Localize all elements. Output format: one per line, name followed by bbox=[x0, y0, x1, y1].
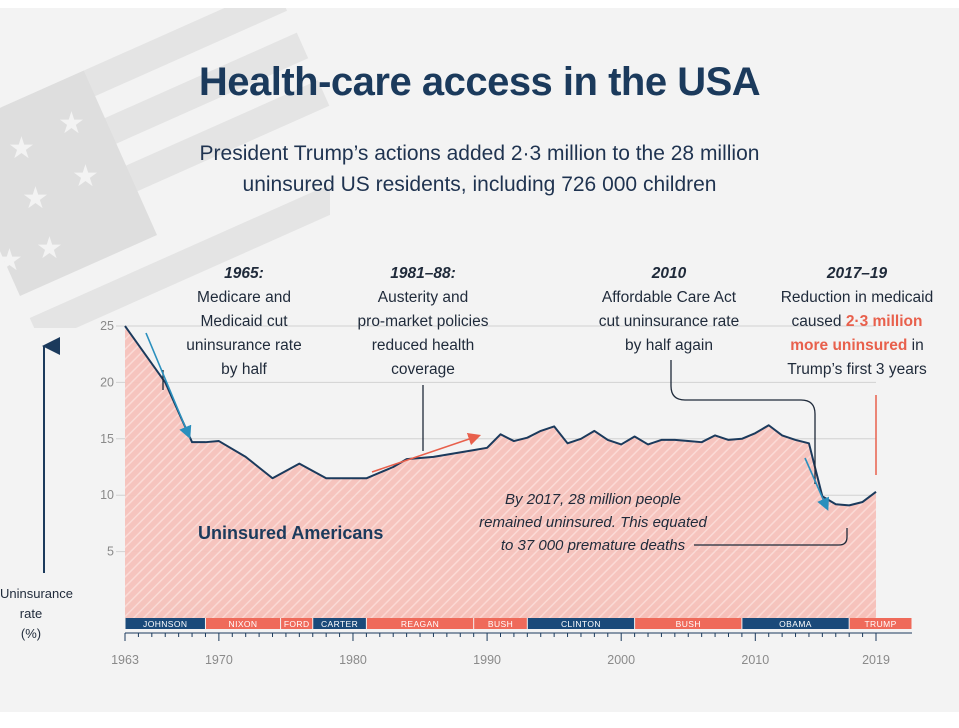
annotation-1981-line: pro-market policies bbox=[357, 313, 489, 330]
infographic: ★ ★ ★ ★ ★ ★ Health-care access in the USA P… bbox=[0, 8, 959, 712]
svg-text:★: ★ bbox=[8, 131, 35, 166]
annotation-2017-line-4: Trump’s first 3 years bbox=[787, 361, 927, 378]
y-axis-label: Uninsurance rate (%) bbox=[0, 584, 73, 644]
arrow-2010-teal bbox=[804, 457, 829, 511]
annotation-2010: 2010 Affordable Care Act cut uninsurance… bbox=[583, 262, 755, 358]
y-tick-label: 25 bbox=[100, 319, 114, 333]
annotation-1981-line: Austerity and bbox=[377, 289, 469, 306]
y-tick-label: 10 bbox=[100, 488, 114, 502]
annotation-1981-line: reduced health bbox=[371, 337, 475, 354]
premature-deaths-note: By 2017, 28 million people remained unin… bbox=[468, 488, 718, 557]
annotation-2010-line: Affordable Care Act bbox=[601, 289, 737, 306]
annotation-1965: 1965: Medicare and Medicaid cut uninsura… bbox=[170, 262, 318, 382]
area-label: Uninsured Americans bbox=[198, 523, 384, 543]
y-axis-label-line: Uninsurance bbox=[0, 586, 73, 601]
president-label: CARTER bbox=[321, 619, 358, 629]
annotation-2017-highlight-2: more uninsured bbox=[790, 337, 908, 354]
flag-watermark: ★ ★ ★ ★ ★ ★ bbox=[0, 8, 330, 328]
leader-2010 bbox=[670, 360, 816, 484]
annotation-2010-line: cut uninsurance rate bbox=[598, 313, 740, 330]
president-label: REAGAN bbox=[401, 619, 439, 629]
x-tick-label: 2000 bbox=[607, 653, 635, 667]
president-bar bbox=[281, 618, 313, 629]
svg-text:★: ★ bbox=[58, 106, 85, 141]
uninsurance-chart: JOHNSON NIXON FORD CARTER REAGAN BUSH CLINTON B… bbox=[42, 319, 912, 667]
annotation-2017-line-1: Reduction in medicaid bbox=[780, 289, 934, 306]
y-tick-label: 5 bbox=[107, 545, 114, 559]
svg-text:★: ★ bbox=[36, 231, 63, 266]
x-tick-label: 2019 bbox=[862, 653, 890, 667]
y-axis-label-line: (%) bbox=[20, 626, 42, 641]
president-label: BUSH bbox=[488, 619, 513, 629]
annotation-1965-line: Medicare and bbox=[197, 289, 291, 306]
x-tick-label: 1970 bbox=[205, 653, 233, 667]
president-bar bbox=[125, 618, 205, 629]
annotation-2017-line-3: more uninsured in bbox=[768, 334, 946, 358]
annotation-2010-line: by half again bbox=[625, 337, 713, 354]
note-line: to 37 000 premature deaths bbox=[500, 537, 686, 554]
uninsured-area bbox=[125, 326, 876, 618]
annotation-1965-line: uninsurance rate bbox=[186, 337, 302, 354]
subtitle-line-1: President Trump’s actions added 2·3 mill… bbox=[199, 142, 760, 165]
x-tick-label: 2010 bbox=[741, 653, 769, 667]
subtitle: President Trump’s actions added 2·3 mill… bbox=[0, 138, 959, 200]
annotation-1965-line: Medicaid cut bbox=[200, 313, 288, 330]
president-label: FORD bbox=[284, 619, 310, 629]
y-axis-label-line: rate bbox=[19, 606, 43, 621]
president-bar bbox=[635, 618, 742, 629]
annotation-1965-line: by half bbox=[221, 361, 267, 378]
subtitle-line-2: uninsured US residents, including 726 00… bbox=[242, 173, 717, 196]
x-tick-label: 1990 bbox=[473, 653, 501, 667]
arrow-1981-red bbox=[371, 433, 482, 473]
president-bar bbox=[205, 618, 281, 629]
note-line: By 2017, 28 million people bbox=[505, 491, 681, 508]
president-label: NIXON bbox=[229, 619, 258, 629]
president-label: OBAMA bbox=[779, 619, 812, 629]
y-tick-label: 15 bbox=[100, 432, 114, 446]
president-bar bbox=[474, 618, 527, 629]
president-bar bbox=[313, 618, 366, 629]
annotation-2017-year: 2017–19 bbox=[826, 265, 888, 282]
annotation-2010-year: 2010 bbox=[651, 265, 687, 282]
annotation-2017-line-2-pre: caused bbox=[791, 313, 846, 330]
svg-text:★: ★ bbox=[72, 159, 99, 194]
annotation-1981: 1981–88: Austerity and pro-market polici… bbox=[338, 262, 508, 382]
annotation-1965-year: 1965: bbox=[224, 265, 264, 282]
president-bar bbox=[527, 618, 635, 629]
annotation-1981-line: coverage bbox=[391, 361, 455, 378]
note-line: remained uninsured. This equated bbox=[479, 514, 707, 531]
president-label: CLINTON bbox=[561, 619, 601, 629]
president-bar bbox=[742, 618, 849, 629]
president-label: JOHNSON bbox=[143, 619, 187, 629]
uninsured-line bbox=[124, 325, 877, 507]
president-label: BUSH bbox=[676, 619, 701, 629]
arrow-1965-teal bbox=[145, 332, 192, 439]
svg-text:★: ★ bbox=[22, 181, 49, 216]
svg-text:★: ★ bbox=[0, 243, 23, 278]
leader-note bbox=[694, 528, 848, 546]
annotation-2017-line-2: caused 2·3 million bbox=[768, 310, 946, 334]
annotation-2017-line-3-post: in bbox=[907, 337, 924, 354]
y-tick-label: 20 bbox=[100, 375, 114, 389]
annotation-2017: 2017–19 Reduction in medicaid caused 2·3… bbox=[768, 262, 946, 382]
annotation-1981-year: 1981–88: bbox=[390, 265, 456, 282]
president-label: TRUMP bbox=[864, 619, 896, 629]
president-bar bbox=[849, 618, 912, 629]
president-bar bbox=[366, 618, 474, 629]
annotation-2017-highlight: 2·3 million bbox=[845, 313, 923, 330]
page-title: Health-care access in the USA bbox=[198, 60, 761, 104]
x-tick-label: 1963 bbox=[111, 653, 139, 667]
x-tick-label: 1980 bbox=[339, 653, 367, 667]
